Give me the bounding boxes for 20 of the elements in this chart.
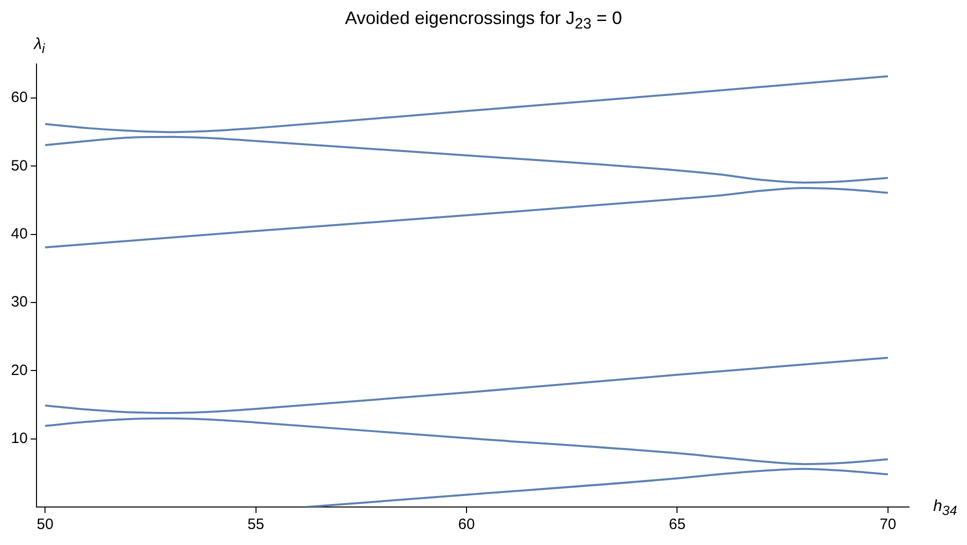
line-series (44, 356, 889, 414)
chart-title: Avoided eigencrossings for J$_{23}$ = 0 (344, 8, 624, 34)
y-tick-label: 40 (10, 226, 28, 243)
x-tick-label: 65 (668, 516, 686, 534)
x-axis-title: h$_{34}$ (933, 498, 957, 518)
y-axis-title: λ$_{i}$ (34, 36, 45, 56)
line-series (305, 468, 889, 507)
x-tick-label: 55 (247, 516, 264, 534)
line-series (44, 187, 889, 248)
y-tick-label: 30 (10, 294, 28, 311)
y-tick-label: 10 (10, 430, 28, 447)
y-tick-label: 60 (10, 89, 28, 106)
x-tick-label: 60 (458, 516, 475, 534)
line-series (44, 75, 889, 134)
x-tick-label: 50 (36, 516, 54, 534)
y-tick-label: 20 (10, 362, 28, 379)
line-series (44, 417, 889, 466)
x-tick-label: 70 (880, 516, 896, 534)
line-series (44, 136, 889, 184)
y-tick-label: 50 (10, 157, 28, 174)
